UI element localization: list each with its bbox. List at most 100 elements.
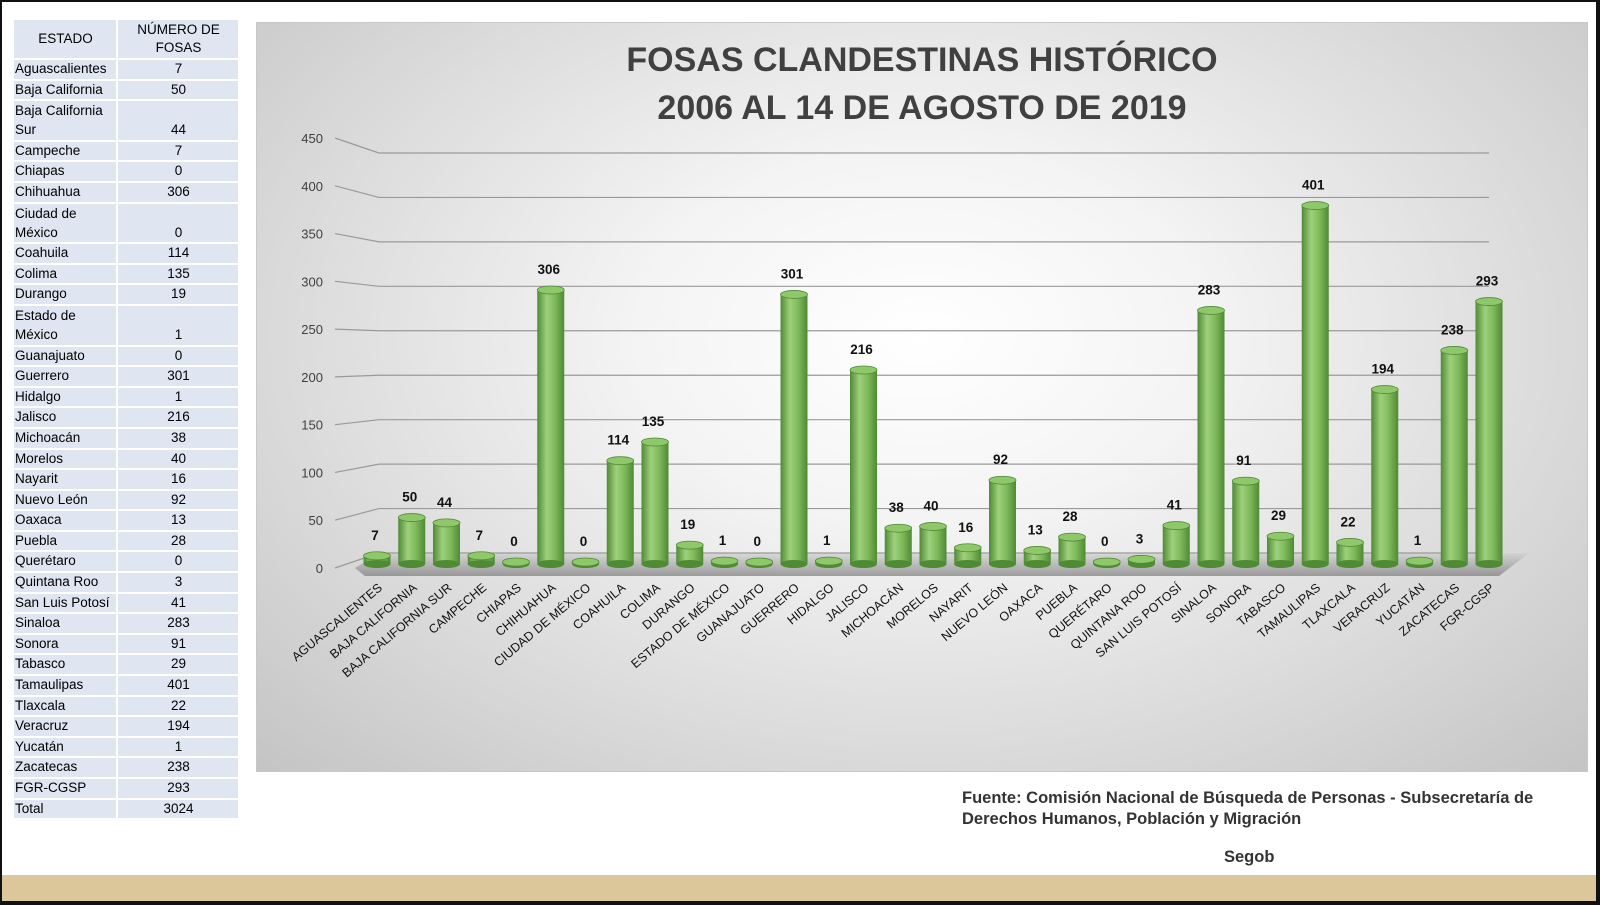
state-count-cell: 283 — [117, 613, 240, 635]
state-count-cell: 19 — [117, 284, 240, 306]
state-count-cell: 216 — [117, 407, 240, 429]
data-label: 3 — [1136, 531, 1144, 546]
bar-body — [676, 545, 704, 564]
bar-top — [1058, 532, 1086, 542]
state-name-cell: Guerrero — [14, 366, 118, 388]
gridline-diagonal — [334, 374, 380, 378]
table-row: Tlaxcala 22 — [14, 695, 240, 718]
bar-base — [1058, 560, 1086, 568]
table-row: Jalisco 216 — [14, 407, 240, 429]
state-count-cell: 0 — [117, 161, 240, 183]
data-label: 135 — [642, 414, 665, 429]
bar-top — [1127, 554, 1156, 564]
state-count-cell: 1 — [117, 386, 240, 409]
state-name-cell: Campeche — [14, 140, 118, 163]
bar — [1475, 297, 1503, 568]
table-row: Estado de México 1 — [14, 304, 240, 347]
table-row: Chiapas 0 — [14, 161, 240, 183]
bar — [919, 522, 947, 568]
state-count-cell: 41 — [117, 592, 240, 615]
bar-base — [989, 560, 1016, 568]
gridline-diagonal — [334, 280, 380, 287]
bar — [571, 557, 600, 568]
data-label: 28 — [1062, 509, 1078, 524]
state-name-cell: Durango — [14, 284, 118, 306]
state-name-cell: Michoacán — [14, 427, 118, 450]
bar — [1440, 346, 1469, 568]
table-row: Oaxaca 13 — [14, 510, 240, 532]
gridline-diagonal — [334, 232, 380, 243]
y-tick-label: 0 — [316, 561, 323, 576]
state-name-cell: Quintana Roo — [14, 572, 118, 594]
bar — [1162, 521, 1191, 568]
state-name-cell: Sonora — [14, 633, 118, 656]
bar-base — [433, 560, 460, 568]
gridline-diagonal — [334, 137, 380, 154]
table-header-row: ESTADO NÚMERO DE FOSAS — [14, 20, 240, 60]
table-row: Baja California 50 — [14, 79, 240, 102]
gridline-diagonal — [334, 185, 380, 199]
data-label: 216 — [850, 342, 873, 357]
state-count-cell: 293 — [117, 778, 240, 800]
data-label: 91 — [1236, 453, 1252, 468]
table-row: Querétaro 0 — [14, 551, 240, 574]
bar-top — [675, 540, 704, 550]
bar-body — [1267, 536, 1294, 564]
bar — [675, 540, 704, 568]
bar-base — [1475, 560, 1503, 568]
bar — [641, 437, 669, 568]
table-row: Durango 19 — [14, 284, 240, 306]
bar — [1023, 546, 1052, 568]
table-row: Guerrero 301 — [14, 366, 240, 388]
bar-top — [606, 456, 635, 466]
table-row: Aguascalientes 7 — [14, 59, 240, 81]
bar-base — [780, 560, 808, 568]
bar-top — [467, 551, 496, 561]
bar — [606, 456, 635, 568]
state-count-cell: 7 — [117, 140, 240, 163]
bar — [1092, 557, 1121, 568]
bar-body — [537, 290, 565, 564]
state-count-cell: 401 — [117, 675, 240, 697]
bar-base — [641, 560, 669, 568]
state-name-cell: Nayarit — [14, 469, 118, 491]
bar-top — [710, 556, 739, 566]
data-label: 41 — [1167, 498, 1183, 513]
state-name-cell: Estado de México — [14, 304, 118, 347]
table-row: Yucatán 1 — [14, 736, 240, 759]
bar — [1336, 538, 1364, 568]
state-count-cell: 301 — [117, 366, 240, 388]
bar — [780, 290, 808, 568]
state-count-cell: 13 — [117, 510, 240, 532]
data-label: 301 — [781, 266, 804, 281]
state-count-cell: 306 — [117, 181, 240, 204]
table-row: Zacatecas 238 — [14, 757, 240, 779]
bar-top — [745, 557, 774, 567]
y-tick-label: 350 — [301, 227, 323, 242]
state-name-cell: San Luis Potosí — [14, 592, 118, 615]
state-count-cell: 135 — [117, 263, 240, 286]
data-label: 29 — [1271, 508, 1286, 523]
state-count-cell: 29 — [117, 654, 240, 677]
bar-chart: 0501001502002503003504004507AGUASCALIENT… — [289, 131, 1529, 680]
table-row: Sinaloa 283 — [14, 613, 240, 635]
state-name-cell: Veracruz — [14, 716, 118, 738]
state-name-cell: Puebla — [14, 530, 118, 553]
bar — [536, 285, 565, 568]
y-tick-label: 250 — [301, 322, 323, 337]
table-body: Aguascalientes 7 Baja California 50 Baja Cal… — [14, 59, 240, 821]
data-label: 13 — [1028, 522, 1044, 537]
data-label: 38 — [889, 500, 905, 515]
state-name-cell: Jalisco — [14, 407, 118, 429]
bar-base — [1440, 560, 1468, 568]
bar-base — [1023, 560, 1051, 568]
data-label: 1 — [719, 533, 727, 548]
table-row: Baja California Sur 44 — [14, 100, 240, 142]
bar-body — [1336, 542, 1364, 564]
y-tick-label: 50 — [309, 513, 323, 528]
bar-base — [676, 560, 704, 568]
source-organization: Segob — [1224, 848, 1275, 866]
state-count-cell: 38 — [117, 427, 240, 450]
data-label: 16 — [958, 520, 974, 535]
state-name-cell: Chihuahua — [14, 181, 118, 204]
